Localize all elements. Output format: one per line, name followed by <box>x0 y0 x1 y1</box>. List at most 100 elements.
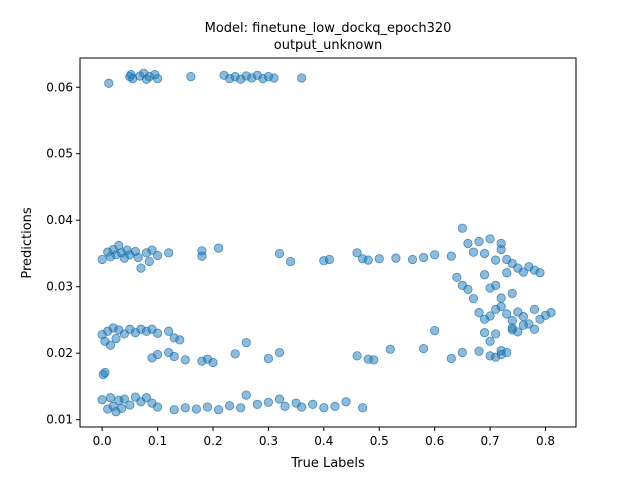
scatter-point <box>105 393 116 403</box>
scatter-point <box>491 329 501 339</box>
y-tick-label: 0.03 <box>46 280 73 294</box>
scatter-point <box>152 328 163 338</box>
scatter-point <box>468 247 479 257</box>
scatter-point <box>407 254 418 265</box>
scatter-point <box>208 357 218 368</box>
scatter-point <box>479 270 490 280</box>
scatter-point <box>518 312 528 322</box>
scatter-point <box>169 405 179 415</box>
y-tick-label: 0.04 <box>46 213 73 227</box>
scatter-point <box>252 399 262 409</box>
x-tick-label: 0.2 <box>203 434 222 448</box>
scatter-point <box>152 74 163 84</box>
scatter-point <box>269 73 279 83</box>
scatter-point <box>374 254 384 264</box>
scatter-point <box>136 263 146 273</box>
scatter-point <box>496 349 506 360</box>
scatter-point <box>175 335 185 345</box>
scatter-point <box>385 344 395 354</box>
scatter-point <box>496 238 506 249</box>
x-tick-label: 0.7 <box>481 434 500 448</box>
scatter-point <box>485 234 495 244</box>
y-tick-label: 0.05 <box>46 147 73 161</box>
y-axis-label: Predictions <box>20 207 35 279</box>
scatter-point <box>197 251 207 261</box>
scatter-point <box>241 390 251 400</box>
scatter-point <box>324 254 334 265</box>
scatter-point <box>391 253 401 263</box>
y-axis: 0.01 0.02 0.03 0.04 0.05 0.06 <box>46 80 80 427</box>
scatter-point <box>202 402 213 412</box>
scatter-point <box>133 252 143 263</box>
plot-frame <box>79 57 577 428</box>
scatter-point <box>263 397 274 407</box>
scatter-point <box>297 73 307 83</box>
scatter-point <box>180 403 190 413</box>
scatter-point <box>529 304 540 314</box>
scatter-point <box>164 248 174 258</box>
scatter-point <box>452 272 462 283</box>
scatter-point <box>546 308 556 318</box>
scatter-point <box>446 353 456 364</box>
scatter-point <box>341 397 351 407</box>
scatter-point <box>535 268 545 278</box>
scatter-point <box>507 288 517 298</box>
points-layer <box>97 68 556 417</box>
chart-title: Model: finetune_low_dockq_epoch320 <box>205 21 452 36</box>
scatter-point <box>97 395 107 405</box>
scatter-point <box>352 248 362 258</box>
scatter-point <box>125 400 135 410</box>
scatter-point <box>241 337 251 348</box>
scatter-point <box>186 72 196 82</box>
scatter-point <box>147 245 157 255</box>
scatter-point <box>518 320 528 330</box>
x-tick-label: 0.0 <box>93 434 112 448</box>
x-axis: 0.0 0.1 0.2 0.3 0.4 0.5 0.6 0.7 0.8 <box>93 427 555 448</box>
scatter-point <box>474 308 484 318</box>
scatter-point <box>319 403 329 413</box>
x-tick-label: 0.4 <box>314 434 333 448</box>
scatter-point <box>308 399 318 409</box>
x-tick-label: 0.6 <box>425 434 444 448</box>
scatter-point <box>152 250 163 261</box>
scatter-point <box>369 355 379 365</box>
scatter-point <box>474 346 484 356</box>
scatter-point <box>474 236 484 247</box>
scatter-point <box>485 336 495 346</box>
scatter-point <box>274 248 285 259</box>
y-tick-label: 0.02 <box>46 346 73 360</box>
scatter-point <box>144 256 154 267</box>
scatter-point <box>169 351 179 362</box>
scatter-point <box>274 394 285 404</box>
scatter-point <box>141 393 152 403</box>
scatter-point <box>358 403 368 413</box>
scatter-point <box>502 268 512 278</box>
scatter-point <box>230 349 240 359</box>
scatter-point <box>213 405 224 415</box>
scatter-point <box>479 248 490 259</box>
scatter-point <box>236 403 246 413</box>
scatter-point <box>529 324 540 334</box>
scatter-point <box>191 404 201 414</box>
chart-subtitle: output_unknown <box>274 38 382 53</box>
scatter-point <box>468 294 479 304</box>
scatter-point <box>418 343 429 354</box>
scatter-point <box>457 347 467 358</box>
scatter-point <box>479 327 490 338</box>
scatter-point <box>111 333 121 344</box>
scatter-point <box>518 267 528 277</box>
scatter-point <box>119 394 129 404</box>
scatter-point <box>213 243 224 253</box>
scatter-point <box>152 349 163 360</box>
scatter-point <box>100 367 110 378</box>
scatter-point <box>330 401 340 411</box>
x-axis-label: True Labels <box>290 456 365 471</box>
scatter-point <box>446 251 456 261</box>
scatter-point <box>463 238 473 249</box>
scatter-point <box>105 340 116 350</box>
scatter-point <box>491 280 501 290</box>
scatter-point <box>97 254 107 265</box>
scatter-point <box>502 309 512 319</box>
scatter-point <box>463 284 473 294</box>
